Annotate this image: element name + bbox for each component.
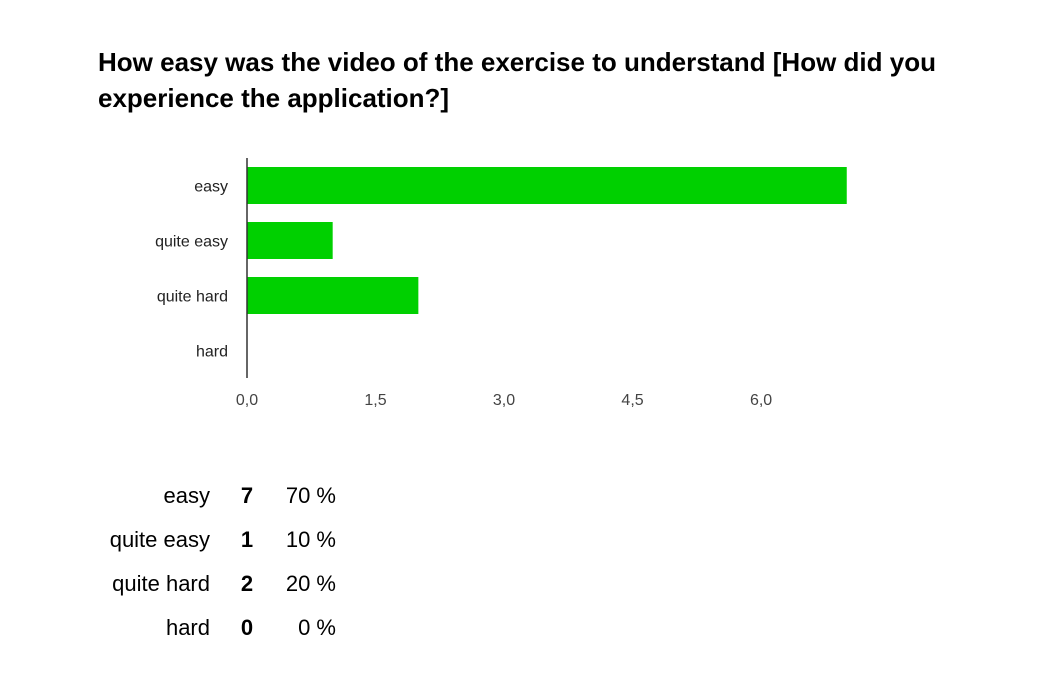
summary-percent: 0 % [298, 615, 336, 640]
summary-label: quite easy [109, 527, 210, 552]
summary-label: hard [165, 615, 210, 640]
bar-chart: easy quite easy quite hard hard 0,0 1,5 3,0 4,… [155, 158, 847, 409]
bar-quite-hard [247, 277, 419, 314]
x-tick-label: 6,0 [750, 392, 772, 409]
x-tick-label: 3,0 [493, 392, 515, 409]
chart-title: How easy was the video of the exercise t… [98, 47, 936, 113]
summary-label: easy [163, 483, 210, 508]
summary-row: hard 0 0 % [60, 606, 336, 650]
summary-count: 0 [240, 615, 254, 640]
summary-percent: 10 % [285, 527, 336, 552]
x-tick-label: 1,5 [364, 392, 386, 409]
bar-quite-easy [247, 222, 333, 259]
summary-count: 7 [240, 483, 254, 508]
summary-row: easy 7 70 % [60, 474, 336, 518]
x-tick-label: 4,5 [621, 392, 643, 409]
summary-row: quite easy 1 10 % [60, 518, 336, 562]
summary-percent: 70 % [285, 483, 336, 508]
summary-label: quite hard [112, 571, 210, 596]
summary-count: 1 [240, 527, 254, 552]
category-label: quite hard [157, 289, 228, 306]
category-label: hard [196, 344, 228, 361]
summary-table: easy 7 70 % quite easy 1 10 % quite hard… [60, 474, 336, 650]
bar-easy [247, 167, 847, 204]
category-label: easy [194, 179, 228, 196]
x-tick-label: 0,0 [236, 392, 258, 409]
category-label: quite easy [155, 234, 228, 251]
summary-row: quite hard 2 20 % [60, 562, 336, 606]
summary-count: 2 [240, 571, 254, 596]
summary-percent: 20 % [285, 571, 336, 596]
